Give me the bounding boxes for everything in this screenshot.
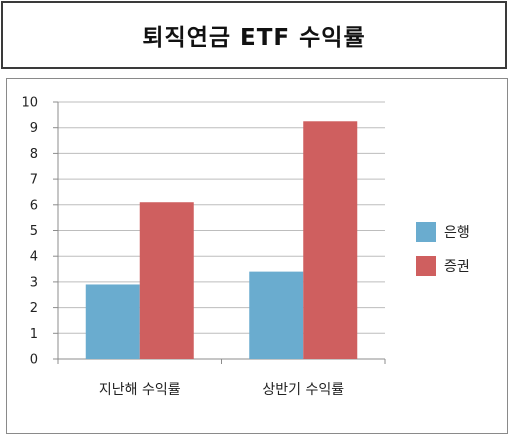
bar [85, 284, 140, 359]
y-tick-label: 3 [30, 275, 38, 290]
x-tick-label: 상반기 수익률 [262, 382, 344, 398]
y-tick-label: 5 [30, 224, 38, 239]
x-tick-label: 지난해 수익률 [99, 382, 181, 398]
y-tick-label: 4 [30, 250, 38, 265]
bar [139, 202, 194, 359]
y-tick-label: 9 [30, 121, 38, 136]
y-tick-label: 2 [30, 301, 38, 316]
y-tick-label: 7 [30, 173, 38, 188]
chart-title: 퇴직연금 ETF 수익률 [142, 25, 366, 51]
y-tick-label: 1 [30, 327, 38, 342]
y-tick-label: 8 [30, 147, 38, 162]
legend-label: 증권 [444, 259, 470, 275]
legend-swatch [416, 222, 436, 242]
legend-swatch [416, 256, 436, 276]
bar [249, 271, 304, 359]
chart-title-box: 퇴직연금 ETF 수익률 [1, 1, 507, 69]
y-tick-label: 0 [30, 353, 38, 368]
y-tick-label: 6 [30, 198, 38, 213]
bar [303, 121, 358, 360]
legend-label: 은행 [444, 225, 470, 241]
y-tick-label: 10 [21, 96, 38, 111]
